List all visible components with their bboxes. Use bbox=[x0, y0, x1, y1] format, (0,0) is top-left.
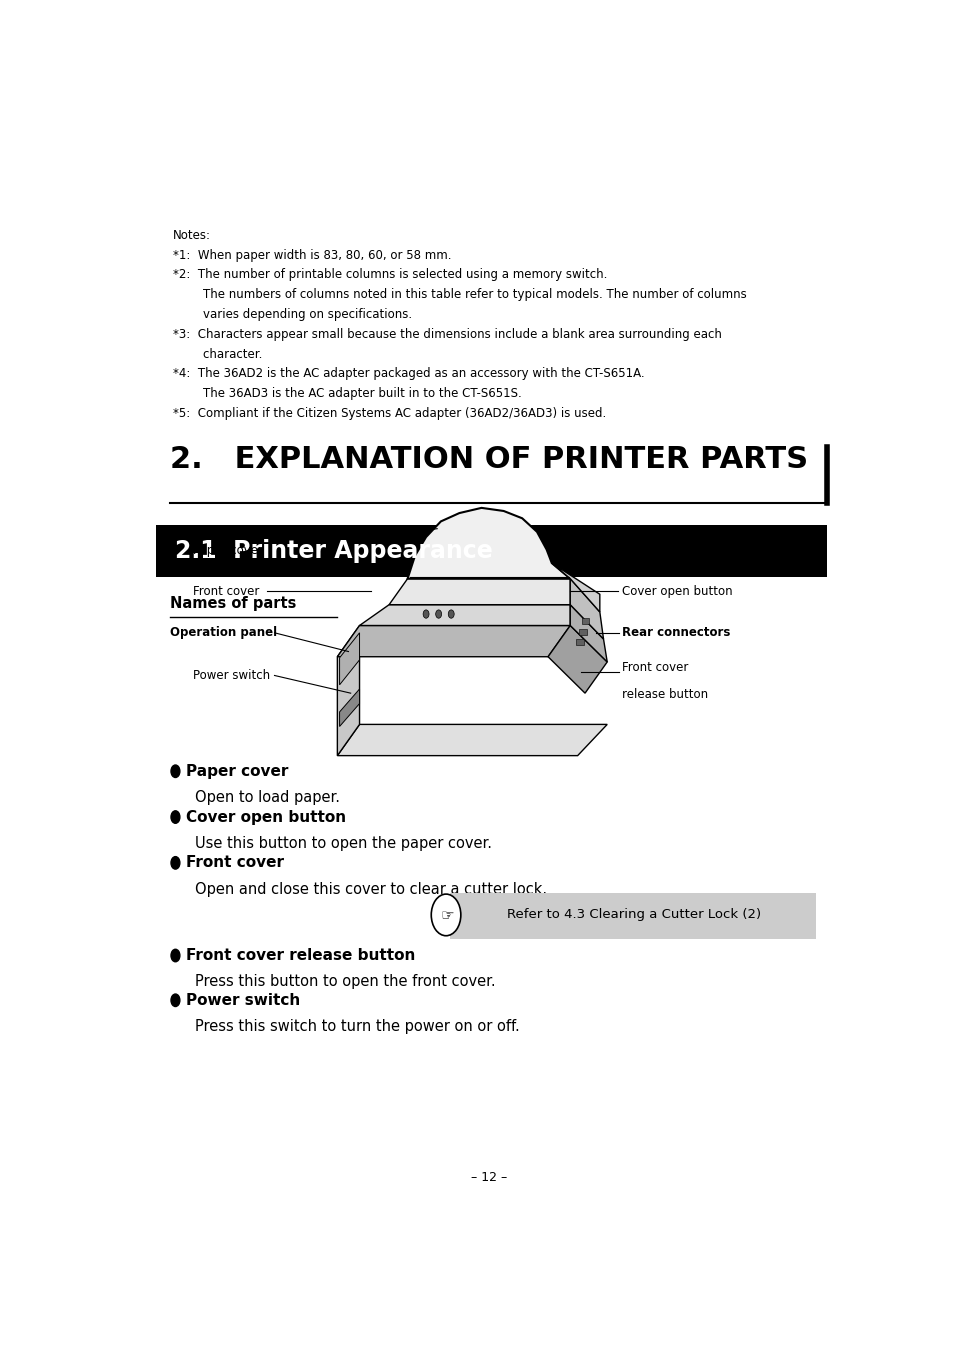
Text: Front cover: Front cover bbox=[186, 856, 283, 871]
Polygon shape bbox=[570, 579, 603, 639]
Circle shape bbox=[448, 610, 454, 618]
FancyBboxPatch shape bbox=[449, 894, 816, 938]
Text: Cover open button: Cover open button bbox=[621, 584, 732, 598]
Text: Press this button to open the front cover.: Press this button to open the front cove… bbox=[194, 975, 495, 990]
Circle shape bbox=[431, 894, 460, 936]
Polygon shape bbox=[389, 579, 570, 604]
Text: *5:  Compliant if the Citizen Systems AC adapter (36AD2/36AD3) is used.: *5: Compliant if the Citizen Systems AC … bbox=[173, 407, 606, 420]
Circle shape bbox=[436, 610, 441, 618]
Text: Power switch: Power switch bbox=[193, 669, 270, 681]
Text: The 36AD3 is the AC adapter built in to the CT-S651S.: The 36AD3 is the AC adapter built in to … bbox=[173, 387, 521, 400]
Polygon shape bbox=[547, 626, 606, 694]
Polygon shape bbox=[551, 562, 599, 612]
Text: Front cover: Front cover bbox=[193, 584, 259, 598]
Text: Paper cover: Paper cover bbox=[193, 544, 263, 557]
Text: Open and close this cover to clear a cutter lock.: Open and close this cover to clear a cut… bbox=[194, 882, 546, 896]
Polygon shape bbox=[337, 626, 570, 657]
Circle shape bbox=[171, 765, 180, 777]
Text: *4:  The 36AD2 is the AC adapter packaged as an accessory with the CT-S651A.: *4: The 36AD2 is the AC adapter packaged… bbox=[173, 368, 644, 380]
Text: 2.1  Printer Appearance: 2.1 Printer Appearance bbox=[174, 538, 492, 562]
Text: Operation panel: Operation panel bbox=[170, 626, 276, 639]
Circle shape bbox=[171, 811, 180, 823]
Circle shape bbox=[423, 610, 429, 618]
Polygon shape bbox=[337, 626, 359, 756]
Text: *3:  Characters appear small because the dimensions include a blank area surroun: *3: Characters appear small because the … bbox=[173, 327, 721, 341]
Polygon shape bbox=[359, 604, 570, 626]
Polygon shape bbox=[570, 604, 606, 662]
Text: The numbers of columns noted in this table refer to typical models. The number o: The numbers of columns noted in this tab… bbox=[173, 288, 746, 301]
Text: – 12 –: – 12 – bbox=[471, 1171, 506, 1184]
Polygon shape bbox=[337, 725, 606, 756]
Text: *1:  When paper width is 83, 80, 60, or 58 mm.: *1: When paper width is 83, 80, 60, or 5… bbox=[173, 249, 452, 262]
Text: Rear connectors: Rear connectors bbox=[621, 626, 730, 639]
Text: Power switch: Power switch bbox=[186, 992, 300, 1007]
Polygon shape bbox=[339, 690, 359, 726]
Text: Front cover release button: Front cover release button bbox=[186, 948, 415, 963]
Polygon shape bbox=[339, 633, 359, 685]
Text: Use this button to open the paper cover.: Use this button to open the paper cover. bbox=[194, 836, 491, 850]
Polygon shape bbox=[407, 508, 570, 579]
Polygon shape bbox=[576, 639, 583, 645]
Text: Refer to 4.3 Clearing a Cutter Lock (2): Refer to 4.3 Clearing a Cutter Lock (2) bbox=[506, 909, 760, 922]
Text: Press this switch to turn the power on or off.: Press this switch to turn the power on o… bbox=[194, 1019, 518, 1034]
Circle shape bbox=[171, 949, 180, 961]
Text: Names of parts: Names of parts bbox=[170, 596, 295, 611]
Text: Open to load paper.: Open to load paper. bbox=[194, 790, 339, 804]
FancyBboxPatch shape bbox=[156, 525, 826, 576]
Text: character.: character. bbox=[173, 347, 262, 361]
Text: varies depending on specifications.: varies depending on specifications. bbox=[173, 308, 412, 320]
Text: 2.   EXPLANATION OF PRINTER PARTS: 2. EXPLANATION OF PRINTER PARTS bbox=[170, 445, 807, 475]
Text: Paper cover: Paper cover bbox=[186, 764, 288, 779]
Circle shape bbox=[171, 857, 180, 869]
Polygon shape bbox=[581, 618, 589, 625]
Text: Cover open button: Cover open button bbox=[186, 810, 346, 825]
Text: release button: release button bbox=[621, 688, 707, 700]
Polygon shape bbox=[578, 629, 586, 635]
Text: Notes:: Notes: bbox=[173, 228, 211, 242]
Circle shape bbox=[171, 994, 180, 1006]
Text: ☞: ☞ bbox=[440, 909, 454, 923]
Text: Front cover: Front cover bbox=[621, 661, 688, 675]
Text: *2:  The number of printable columns is selected using a memory switch.: *2: The number of printable columns is s… bbox=[173, 269, 607, 281]
